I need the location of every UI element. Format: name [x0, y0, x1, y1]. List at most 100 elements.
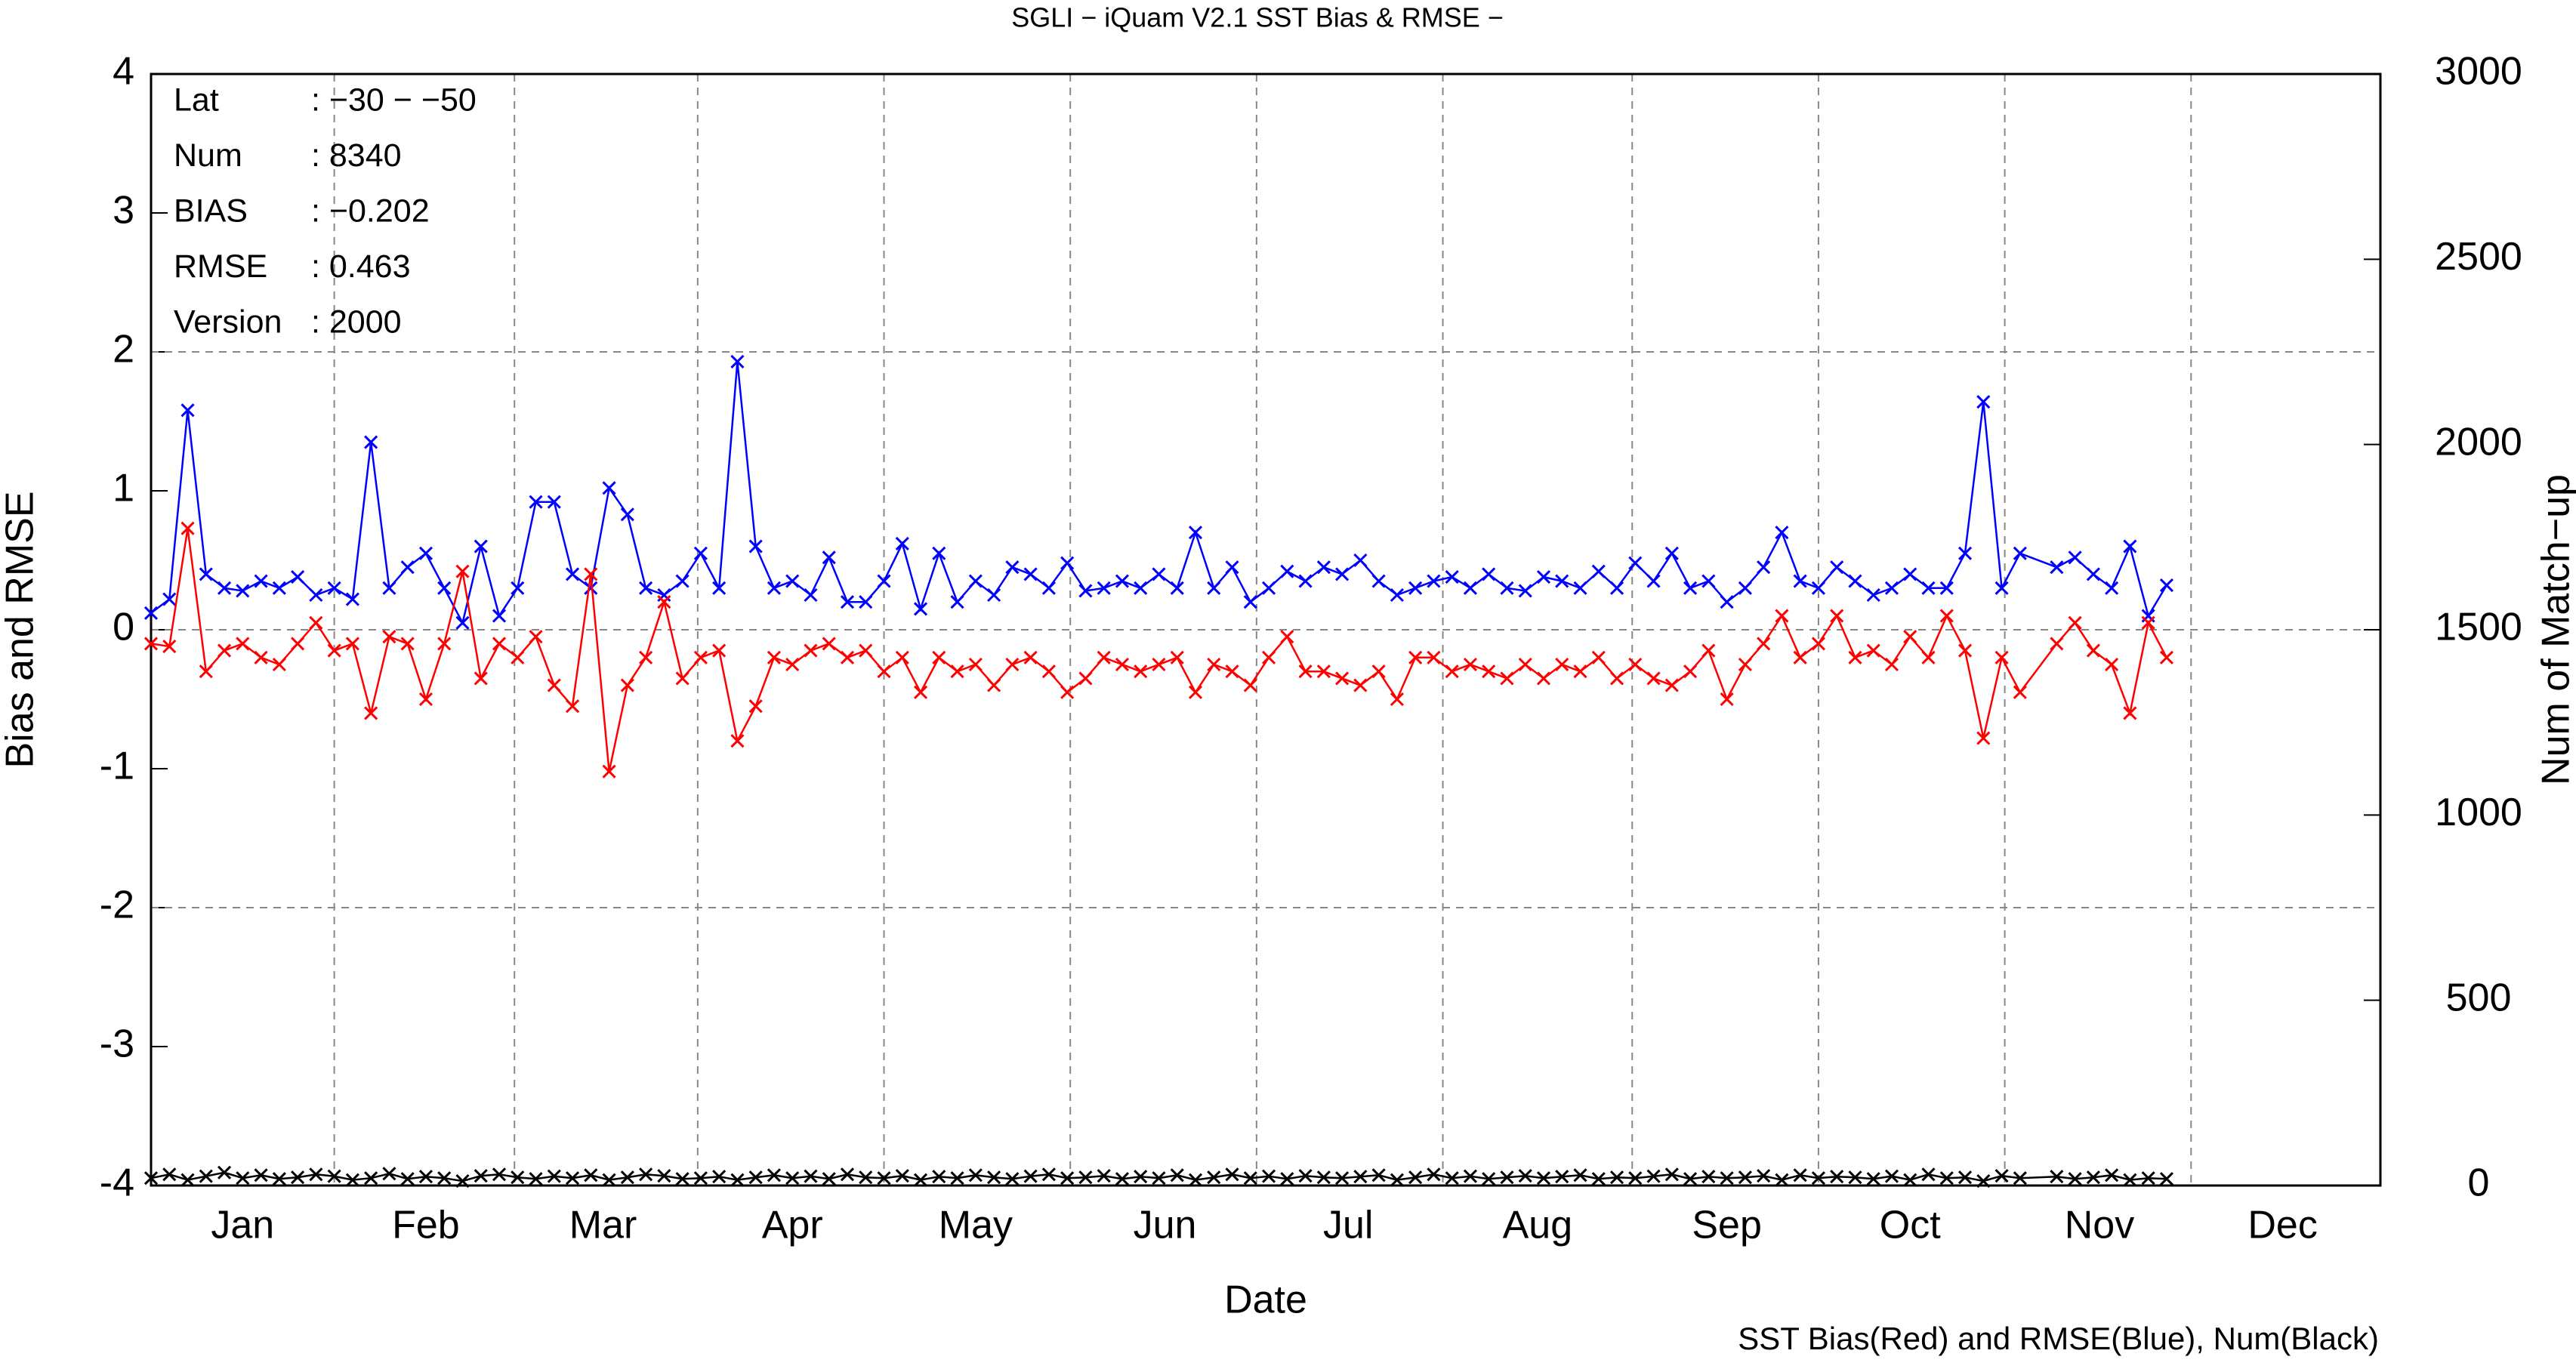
point-marker: [1005, 657, 1020, 672]
point-marker: [143, 1171, 159, 1186]
point-marker: [364, 706, 378, 720]
point-marker: [1757, 560, 1771, 575]
point-marker: [1701, 643, 1716, 658]
point-marker: [437, 637, 452, 651]
point-marker: [309, 1167, 323, 1182]
point-marker: [859, 1170, 873, 1185]
point-marker: [1134, 581, 1148, 595]
point-marker: [767, 1168, 782, 1182]
point-marker: [1280, 1172, 1294, 1186]
point-marker: [1371, 574, 1386, 588]
point-marker: [2105, 1168, 2119, 1182]
point-marker: [1555, 657, 1569, 672]
point-marker: [1884, 657, 1899, 672]
point-marker: [1830, 560, 1844, 575]
point-marker: [492, 637, 507, 651]
point-marker: [730, 1173, 745, 1187]
point-marker: [1591, 564, 1606, 578]
point-marker: [529, 495, 543, 509]
point-marker: [1463, 1169, 1478, 1183]
point-marker: [584, 567, 598, 581]
point-marker: [913, 1173, 928, 1187]
point-marker: [1848, 574, 1862, 588]
y-tick-label: 3: [113, 189, 134, 233]
point-marker: [1683, 664, 1698, 679]
point-marker: [1866, 1172, 1880, 1186]
point-marker: [1921, 581, 1936, 595]
point-marker: [1555, 574, 1569, 588]
point-marker: [1280, 630, 1294, 644]
point-marker: [1445, 664, 1459, 679]
point-marker: [492, 1167, 507, 1182]
point-marker: [932, 546, 946, 560]
point-marker: [1628, 1171, 1643, 1186]
y-tick-label: 0: [113, 606, 134, 649]
point-marker: [2141, 615, 2155, 630]
point-marker: [1720, 595, 1734, 609]
point-marker: [1939, 581, 1954, 595]
point-marker: [785, 574, 800, 588]
point-marker: [2105, 657, 2119, 672]
point-marker: [1848, 650, 1862, 664]
point-marker: [1518, 584, 1532, 598]
point-marker: [511, 650, 525, 664]
point-marker: [309, 615, 323, 630]
point-marker: [2068, 615, 2082, 630]
point-marker: [1811, 581, 1825, 595]
point-marker: [1957, 643, 1973, 658]
info-value: : 0.463: [311, 248, 411, 285]
point-marker: [639, 650, 653, 664]
point-marker: [143, 637, 159, 651]
y-tick-label: 1: [113, 467, 134, 510]
point-marker: [400, 1172, 415, 1186]
point-marker: [1060, 685, 1075, 699]
point-marker: [1903, 567, 1917, 581]
point-marker: [1170, 650, 1184, 664]
point-marker: [1188, 1173, 1203, 1187]
point-marker: [547, 1169, 561, 1183]
point-marker: [272, 657, 286, 672]
chart-title: SGLI − iQuam V2.1 SST Bias & RMSE −: [1011, 2, 1504, 33]
point-marker: [180, 1173, 195, 1187]
point-marker: [1243, 678, 1257, 692]
point-marker: [1353, 553, 1368, 568]
point-marker: [913, 685, 928, 699]
point-marker: [2050, 637, 2064, 651]
x-tick-label: Mar: [569, 1204, 637, 1247]
y2-tick-label: 1500: [2435, 606, 2522, 649]
point-marker: [437, 581, 452, 595]
y2-axis-label: Num of Match−up: [2534, 474, 2576, 785]
point-marker: [968, 1168, 983, 1182]
point-marker: [236, 637, 250, 651]
point-marker: [2068, 1172, 2082, 1186]
point-marker: [1939, 609, 1954, 623]
point-marker: [2013, 546, 2027, 560]
point-marker: [1115, 574, 1130, 588]
point-marker: [1646, 671, 1661, 686]
point-marker: [895, 1169, 909, 1183]
point-marker: [2050, 560, 2064, 575]
point-marker: [1628, 556, 1643, 570]
point-marker: [1316, 560, 1331, 575]
x-tick-label: Jun: [1134, 1204, 1197, 1247]
point-marker: [1060, 556, 1075, 570]
point-marker: [657, 1169, 671, 1183]
point-marker: [1097, 1169, 1111, 1183]
point-marker: [217, 643, 232, 658]
info-label: Lat: [174, 82, 219, 118]
point-marker: [1371, 664, 1386, 679]
point-marker: [1408, 1170, 1423, 1185]
point-marker: [236, 584, 250, 598]
point-marker: [1976, 731, 1991, 745]
point-marker: [1811, 637, 1825, 651]
point-marker: [1005, 560, 1020, 575]
point-marker: [217, 1165, 232, 1179]
info-value: : −0.202: [311, 193, 430, 229]
point-marker: [474, 671, 488, 686]
point-marker: [620, 678, 634, 692]
point-marker: [1939, 1171, 1954, 1186]
point-marker: [1500, 671, 1514, 686]
point-marker: [1445, 1171, 1459, 1186]
point-marker: [1463, 657, 1478, 672]
point-marker: [877, 664, 891, 679]
